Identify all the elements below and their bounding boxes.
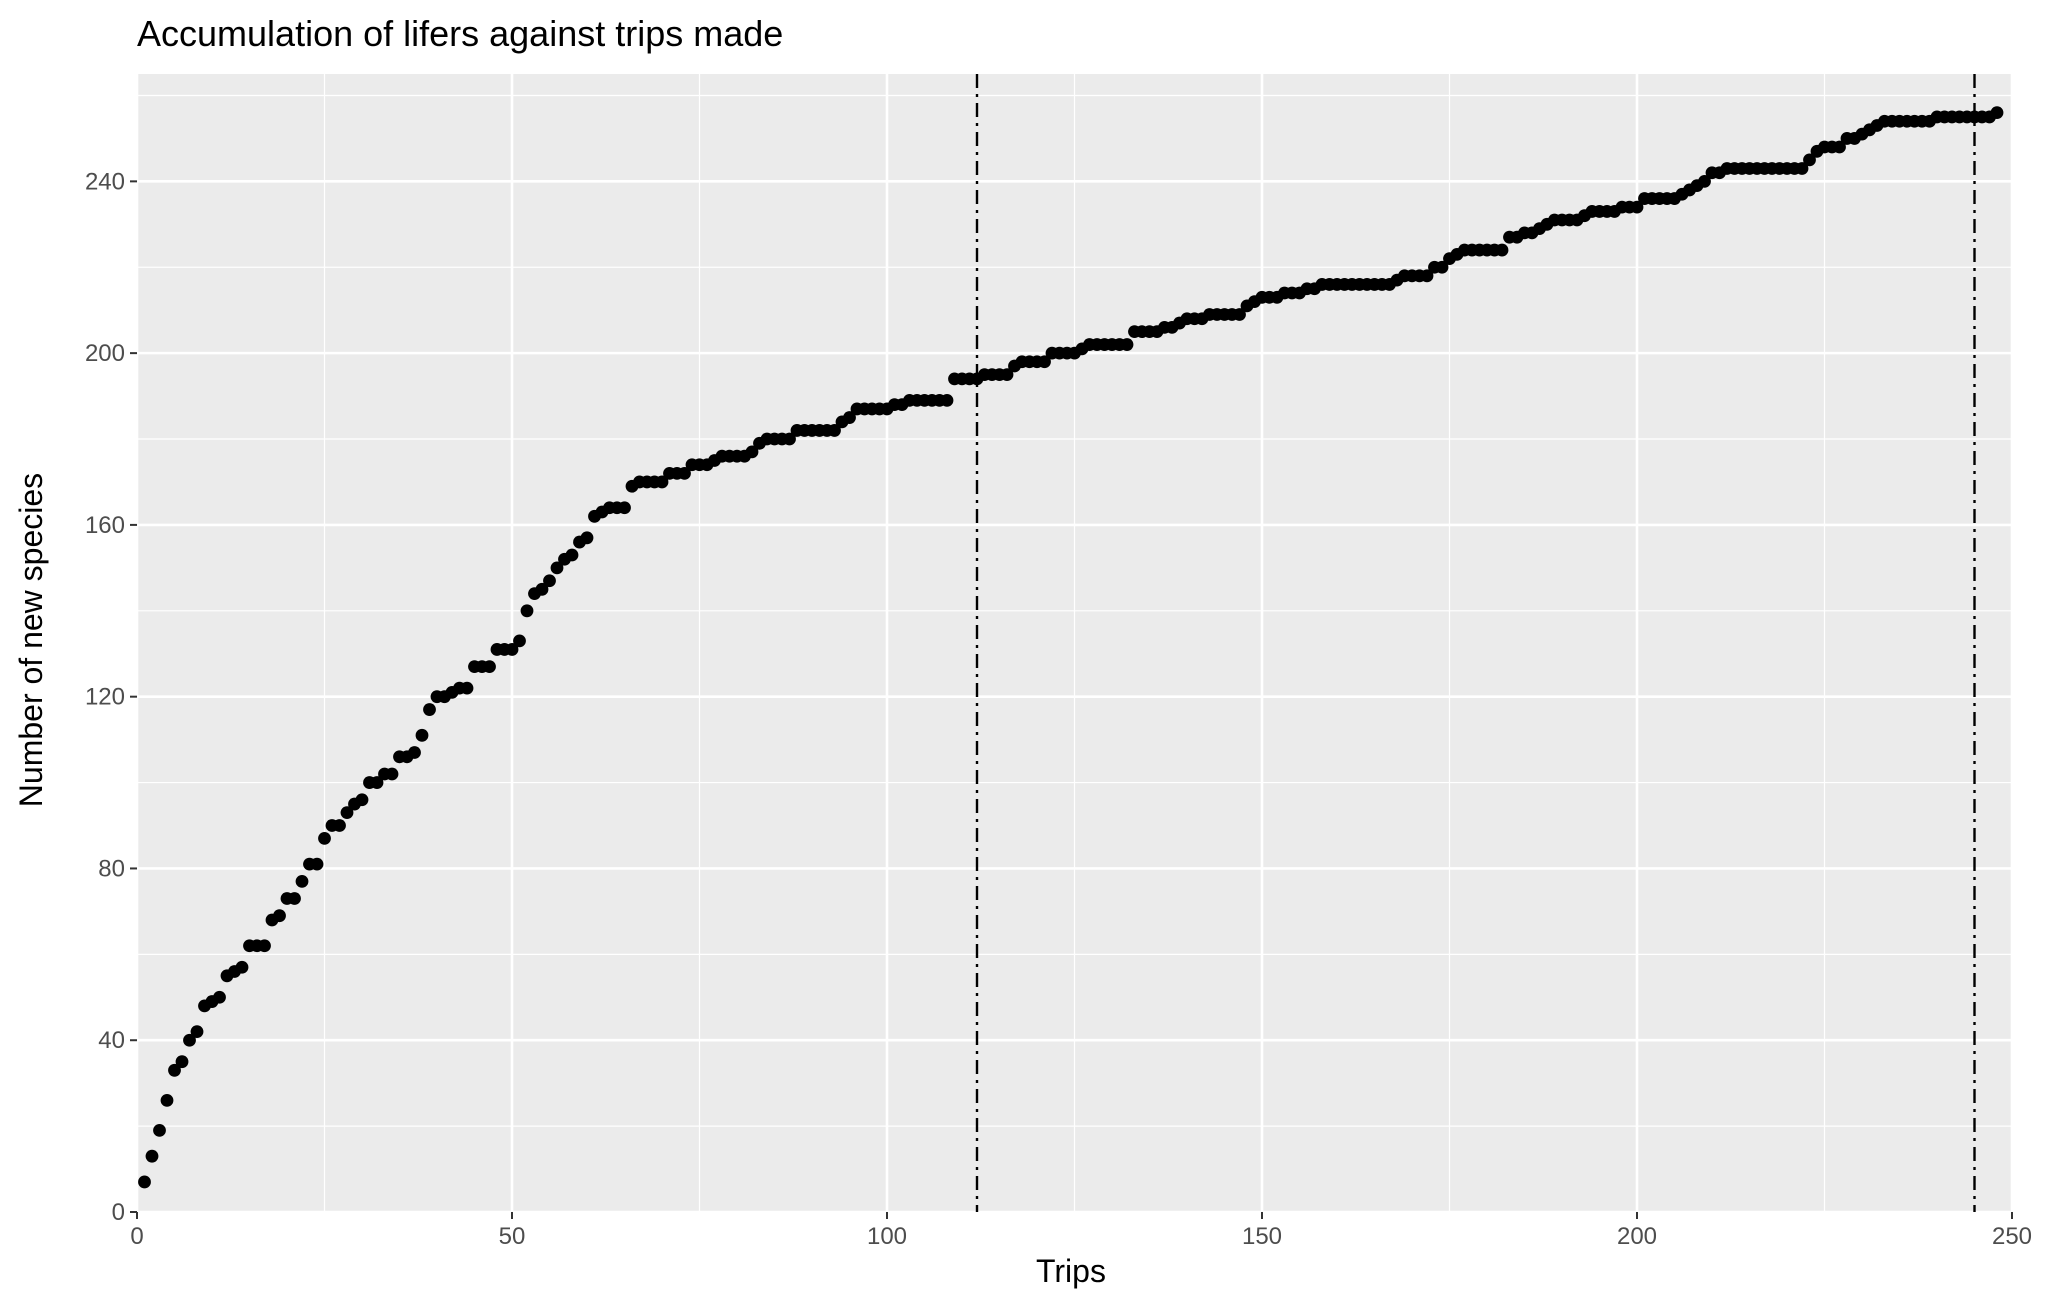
data-point <box>1630 200 1644 214</box>
y-tick-label: 40 <box>98 1027 125 1054</box>
x-tick-label: 100 <box>867 1223 907 1250</box>
chart-title: Accumulation of lifers against trips mad… <box>137 13 783 54</box>
data-point <box>333 819 346 832</box>
data-point <box>370 776 384 789</box>
y-tick-label: 120 <box>85 684 125 711</box>
data-point <box>1038 355 1051 369</box>
data-point <box>408 746 421 759</box>
data-point <box>295 874 309 888</box>
x-tick-label: 250 <box>1992 1223 2032 1250</box>
data-point <box>355 793 369 807</box>
data-point <box>340 806 354 820</box>
y-axis-title: Number of new species <box>13 473 49 807</box>
data-point <box>543 574 556 588</box>
data-point <box>655 475 669 489</box>
data-point <box>1990 106 2004 120</box>
x-tick-label: 150 <box>1242 1223 1282 1250</box>
data-point <box>168 1063 181 1077</box>
data-point <box>1233 308 1246 321</box>
y-tick-label: 240 <box>85 168 125 195</box>
data-point <box>258 939 271 953</box>
data-point <box>1795 162 1809 175</box>
data-point <box>1000 368 1014 381</box>
data-point <box>153 1124 166 1137</box>
data-point <box>828 424 841 437</box>
data-point <box>415 728 429 742</box>
data-point <box>423 703 436 716</box>
y-tick-label: 0 <box>112 1199 125 1226</box>
data-point <box>1803 153 1816 167</box>
data-point <box>783 432 796 446</box>
data-point <box>535 582 549 596</box>
data-point <box>618 501 631 515</box>
y-tick-label: 160 <box>85 512 125 539</box>
data-point <box>273 909 286 923</box>
data-point <box>235 960 249 974</box>
data-point <box>565 548 579 562</box>
data-point <box>138 1175 151 1189</box>
data-point <box>160 1093 174 1107</box>
data-point <box>1495 243 1509 257</box>
data-point <box>483 660 496 674</box>
data-point <box>940 393 954 407</box>
data-point <box>213 990 226 1004</box>
y-tick-label: 80 <box>98 855 125 882</box>
y-tick-label: 200 <box>85 340 125 367</box>
data-point <box>678 466 691 480</box>
x-tick-label: 50 <box>499 1223 526 1250</box>
data-point <box>580 531 594 545</box>
data-point <box>1120 338 1134 351</box>
data-point <box>745 445 759 459</box>
data-point <box>1833 140 1846 154</box>
data-point <box>288 892 301 905</box>
data-point <box>145 1149 159 1163</box>
x-tick-label: 200 <box>1617 1223 1657 1250</box>
data-point <box>385 767 399 781</box>
data-points <box>138 106 2004 1189</box>
data-point <box>505 643 519 656</box>
x-axis-title: Trips <box>1036 1253 1106 1289</box>
data-point <box>318 831 331 845</box>
data-point <box>175 1055 189 1069</box>
data-point <box>310 857 324 871</box>
data-point <box>843 411 856 424</box>
data-point <box>550 561 564 575</box>
x-tick-label: 0 <box>130 1223 143 1250</box>
data-point <box>520 604 534 618</box>
x-axis: 0 50 100 150 200 250 <box>130 1212 2032 1250</box>
reference-lines <box>975 74 1976 1212</box>
data-point <box>1698 174 1711 188</box>
minor-gridlines <box>137 74 2012 1212</box>
data-point <box>190 1025 204 1039</box>
data-point <box>183 1033 196 1047</box>
data-point <box>1420 269 1434 283</box>
data-point <box>1435 260 1449 274</box>
data-point <box>460 681 474 695</box>
data-point <box>513 634 526 648</box>
y-axis: 0 40 80 120 160 200 240 <box>85 168 137 1226</box>
